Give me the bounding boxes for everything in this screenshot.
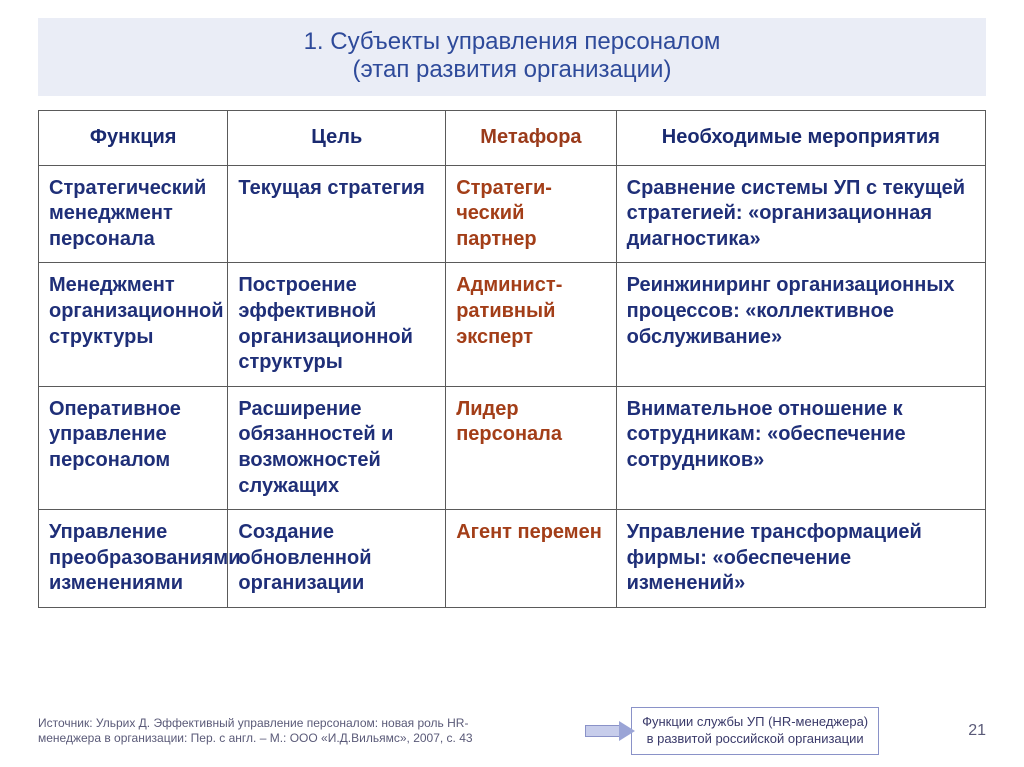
- cell-function: Оперативное управление персоналом: [39, 386, 228, 509]
- cell-activities: Сравнение системы УП с текущей стратегие…: [616, 165, 985, 263]
- cell-goal: Расширение обязанностей и возможностей с…: [228, 386, 446, 509]
- table-row: Стратегический менеджмент персонала Теку…: [39, 165, 986, 263]
- slide-footer: Источник: Ульрих Д. Эффективный управлен…: [38, 707, 986, 755]
- cell-activities: Реинжиниринг организационных процессов: …: [616, 263, 985, 386]
- cell-function: Менеджмент организационной структуры: [39, 263, 228, 386]
- cell-function: Стратегический менеджмент персонала: [39, 165, 228, 263]
- cell-metaphor: Агент перемен: [446, 510, 616, 608]
- cell-metaphor: Лидер персонала: [446, 386, 616, 509]
- cell-metaphor: Админист-ративный эксперт: [446, 263, 616, 386]
- col-header-goal: Цель: [228, 111, 446, 166]
- hr-functions-table: Функция Цель Метафора Необходимые меропр…: [38, 110, 986, 608]
- callout-box: Функции службы УП (HR-менеджера) в разви…: [631, 707, 879, 755]
- col-header-activities: Необходимые мероприятия: [616, 111, 985, 166]
- slide-title: 1. Субъекты управления персоналом (этап …: [38, 18, 986, 96]
- cell-goal: Текущая стратегия: [228, 165, 446, 263]
- arrow-head-icon: [619, 721, 635, 741]
- cell-goal: Построение эффективной организационной с…: [228, 263, 446, 386]
- col-header-function: Функция: [39, 111, 228, 166]
- cell-function: Управление преобразованиями изменениями: [39, 510, 228, 608]
- title-line-1: 1. Субъекты управления персоналом: [46, 28, 978, 56]
- arrow-tail-icon: [585, 725, 619, 737]
- page-number: 21: [956, 722, 986, 740]
- table-header-row: Функция Цель Метафора Необходимые меропр…: [39, 111, 986, 166]
- title-line-2: (этап развития организации): [46, 56, 978, 84]
- table-row: Управление преобразованиями изменениями …: [39, 510, 986, 608]
- col-header-metaphor: Метафора: [446, 111, 616, 166]
- source-citation: Источник: Ульрих Д. Эффективный управлен…: [38, 716, 508, 747]
- callout-line-2: в развитой российской организации: [642, 731, 868, 748]
- cell-activities: Управление трансформацией фирмы: «обеспе…: [616, 510, 985, 608]
- table-row: Менеджмент организационной структуры Пос…: [39, 263, 986, 386]
- cell-activities: Внимательное отношение к сотрудникам: «о…: [616, 386, 985, 509]
- cell-metaphor: Стратеги-ческий партнер: [446, 165, 616, 263]
- table-row: Оперативное управление персоналом Расшир…: [39, 386, 986, 509]
- callout-line-1: Функции службы УП (HR-менеджера): [642, 714, 868, 731]
- cell-goal: Создание обновленной организации: [228, 510, 446, 608]
- callout-arrow-box: Функции службы УП (HR-менеджера) в разви…: [585, 707, 879, 755]
